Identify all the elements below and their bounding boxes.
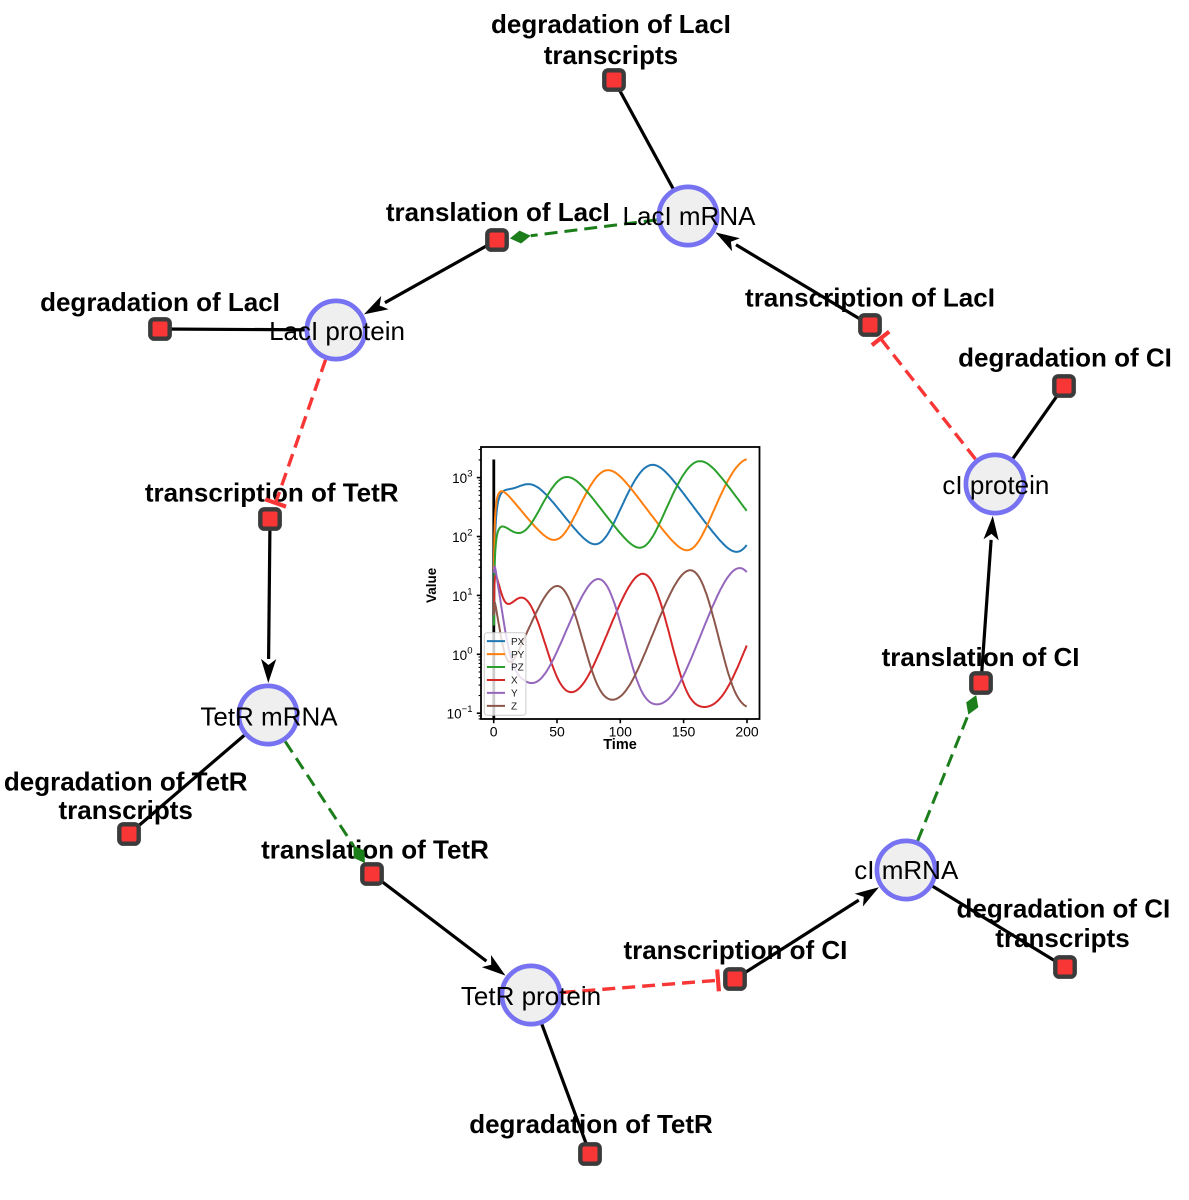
svg-text:50: 50 — [549, 724, 565, 740]
svg-text:X: X — [511, 676, 518, 687]
svg-text:transcripts: transcripts — [544, 40, 678, 70]
svg-text:TetR protein: TetR protein — [461, 981, 601, 1011]
svg-text:degradation of LacI: degradation of LacI — [491, 9, 731, 39]
svg-text:degradation of LacI: degradation of LacI — [40, 287, 280, 317]
svg-text:Y: Y — [511, 689, 518, 700]
svg-text:translation of LacI: translation of LacI — [386, 197, 610, 227]
svg-text:transcription of CI: transcription of CI — [623, 935, 847, 965]
svg-text:transcripts: transcripts — [59, 795, 193, 825]
svg-text:150: 150 — [672, 724, 696, 740]
svg-text:degradation of TetR: degradation of TetR — [4, 767, 248, 797]
svg-text:transcription of LacI: transcription of LacI — [745, 283, 995, 313]
svg-text:Value: Value — [424, 567, 439, 603]
svg-text:100: 100 — [609, 724, 633, 740]
svg-text:degradation of CI: degradation of CI — [957, 894, 1171, 924]
svg-text:cI mRNA: cI mRNA — [854, 855, 959, 885]
svg-text:LacI mRNA: LacI mRNA — [623, 201, 757, 231]
svg-text:200: 200 — [735, 724, 759, 740]
svg-text:degradation of CI: degradation of CI — [958, 343, 1172, 373]
svg-text:translation of TetR: translation of TetR — [261, 835, 489, 865]
svg-text:0: 0 — [490, 724, 498, 740]
svg-text:PX: PX — [511, 637, 525, 648]
svg-text:degradation of TetR: degradation of TetR — [469, 1109, 713, 1139]
svg-text:Z: Z — [511, 702, 517, 713]
svg-text:PY: PY — [511, 650, 525, 661]
svg-text:cI protein: cI protein — [942, 470, 1049, 500]
svg-text:Time: Time — [603, 737, 637, 753]
svg-text:TetR mRNA: TetR mRNA — [200, 702, 338, 732]
svg-text:PZ: PZ — [511, 663, 524, 674]
svg-text:LacI protein: LacI protein — [269, 316, 405, 346]
